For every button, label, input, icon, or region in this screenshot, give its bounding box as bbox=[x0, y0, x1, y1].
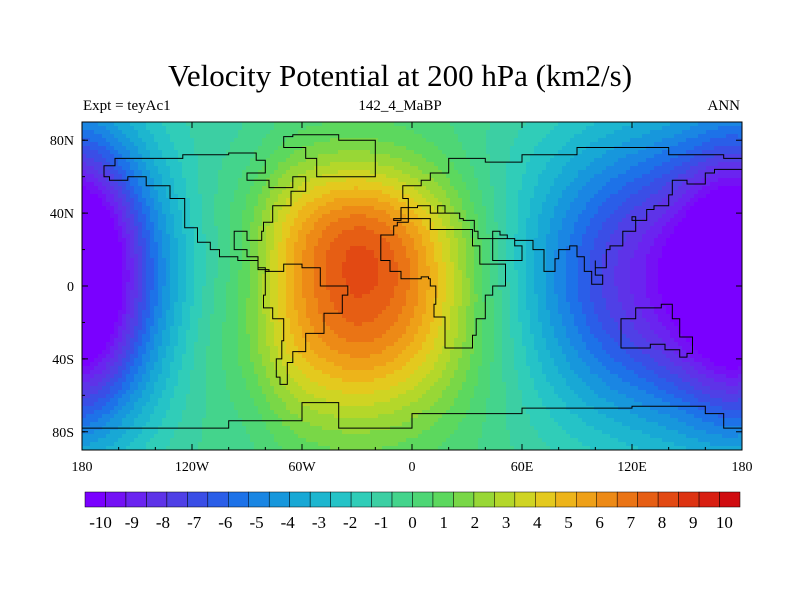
contour-field bbox=[82, 122, 743, 451]
coastline-path bbox=[103, 152, 307, 272]
x-tick-label: 60W bbox=[288, 460, 316, 475]
x-tick-label: 180 bbox=[732, 460, 753, 475]
coastline-path bbox=[380, 218, 506, 349]
x-tick-label: 180 bbox=[72, 460, 93, 475]
y-tick-label: 0 bbox=[67, 280, 74, 295]
y-tick-label: 40S bbox=[52, 353, 74, 368]
x-tick-label: 120W bbox=[175, 460, 210, 475]
x-tick-label: 0 bbox=[409, 460, 416, 475]
coastline-path bbox=[263, 263, 349, 385]
coastline-path bbox=[81, 402, 743, 451]
x-tick-label: 60E bbox=[511, 460, 534, 475]
coastline-path bbox=[393, 147, 743, 285]
period-label: 142_4_MaBP bbox=[358, 98, 442, 114]
chart-title: Velocity Potential at 200 hPa (km2/s) bbox=[167, 58, 633, 93]
experiment-label: Expt = teyAc1 bbox=[83, 98, 171, 114]
y-tick-label: 80S bbox=[52, 426, 74, 441]
coastlines bbox=[81, 134, 743, 451]
y-tick-label: 80N bbox=[50, 134, 74, 149]
x-tick-label: 120E bbox=[617, 460, 647, 475]
coastline-path bbox=[620, 303, 693, 358]
y-tick-label: 40N bbox=[50, 207, 74, 222]
coastline-path bbox=[283, 134, 376, 178]
season-label: ANN bbox=[707, 98, 741, 114]
